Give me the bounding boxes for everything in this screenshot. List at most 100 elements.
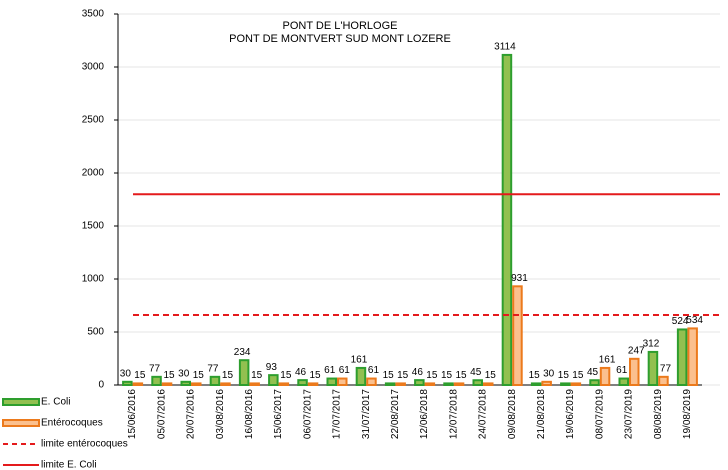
x-tick-label: 19/06/2019 xyxy=(565,389,576,439)
bar xyxy=(297,379,308,386)
x-tick-label: 19/08/2019 xyxy=(682,389,693,439)
data-label: 15 xyxy=(222,370,234,381)
bar xyxy=(238,359,250,387)
y-tick-label: 2000 xyxy=(82,168,105,179)
x-tick-label: 06/07/2017 xyxy=(302,389,313,439)
bar xyxy=(355,366,367,386)
y-tick-label: 3000 xyxy=(82,62,105,73)
data-label: 234 xyxy=(234,347,251,358)
x-tick-label: 31/07/2017 xyxy=(361,389,372,439)
data-label: 77 xyxy=(660,363,672,374)
x-tick-label: 08/07/2019 xyxy=(594,389,605,439)
bar xyxy=(647,350,659,387)
x-tick-label: 17/07/2017 xyxy=(332,389,343,439)
data-label: 161 xyxy=(351,355,368,366)
data-label: 61 xyxy=(324,365,336,376)
bar xyxy=(443,382,454,387)
bar xyxy=(599,366,611,386)
bar xyxy=(191,382,202,387)
bar xyxy=(151,375,162,387)
legend-label: Entérocoques xyxy=(41,418,103,429)
data-label: 15 xyxy=(558,370,570,381)
data-label: 931 xyxy=(511,273,528,284)
x-tick-label: 12/07/2018 xyxy=(448,389,459,439)
data-label: 534 xyxy=(686,315,703,326)
bar xyxy=(414,379,425,386)
x-tick-label: 09/08/2018 xyxy=(507,389,518,439)
x-tick-label: 12/06/2018 xyxy=(419,389,430,439)
y-tick-label: 0 xyxy=(98,380,104,391)
bar xyxy=(161,382,173,387)
x-tick-label: 05/07/2016 xyxy=(156,389,167,439)
data-label: 45 xyxy=(470,367,482,378)
data-label: 15 xyxy=(251,370,263,381)
data-label: 15 xyxy=(572,370,584,381)
legend-swatch xyxy=(2,398,40,406)
data-label: 61 xyxy=(368,365,380,376)
bar xyxy=(424,382,436,387)
bar xyxy=(395,382,406,387)
x-tick-label: 15/06/2017 xyxy=(273,389,284,439)
y-tick-label: 500 xyxy=(87,327,104,338)
data-label: 312 xyxy=(643,339,660,350)
bar xyxy=(483,382,494,387)
data-label: 15 xyxy=(397,370,409,381)
x-tick-label: 23/07/2019 xyxy=(624,389,635,439)
data-label: 524 xyxy=(672,316,689,327)
data-label: 15 xyxy=(134,370,146,381)
y-tick-label: 1000 xyxy=(82,274,105,285)
x-tick-label: 15/06/2016 xyxy=(127,389,138,439)
data-label: 46 xyxy=(295,367,307,378)
x-tick-label: 16/08/2016 xyxy=(244,389,255,439)
bar xyxy=(589,379,600,387)
data-label: 15 xyxy=(529,370,541,381)
bar xyxy=(676,328,688,386)
data-label: 15 xyxy=(383,370,395,381)
bar xyxy=(337,377,348,386)
bar xyxy=(629,357,640,386)
bar xyxy=(307,382,319,387)
data-label: 15 xyxy=(426,370,438,381)
x-tick-label: 08/08/2019 xyxy=(653,389,664,439)
legend-label: E. Coli xyxy=(41,397,70,408)
x-tick-label: 20/07/2016 xyxy=(186,389,197,439)
data-label: 77 xyxy=(207,363,219,374)
bar xyxy=(122,380,133,387)
bar xyxy=(541,380,552,387)
data-label: 46 xyxy=(412,367,424,378)
data-label: 30 xyxy=(178,368,190,379)
data-label: 93 xyxy=(266,362,278,373)
bar xyxy=(658,375,669,387)
bar xyxy=(530,382,542,387)
legend-swatch xyxy=(2,419,40,427)
y-tick-label: 1500 xyxy=(82,221,105,232)
x-tick-label: 24/07/2018 xyxy=(478,389,489,439)
legend-label: limite E. Coli xyxy=(41,460,97,470)
bar xyxy=(209,375,221,387)
data-label: 45 xyxy=(587,367,599,378)
bar xyxy=(618,377,629,386)
bar xyxy=(453,382,465,387)
bar xyxy=(278,382,290,387)
bar xyxy=(472,379,484,387)
bar xyxy=(687,327,698,386)
data-label: 30 xyxy=(543,368,555,379)
y-tick-label: 2500 xyxy=(82,115,105,126)
data-label: 15 xyxy=(455,370,467,381)
data-label: 77 xyxy=(149,363,161,374)
data-label: 15 xyxy=(441,370,453,381)
data-label: 3114 xyxy=(494,42,516,53)
bar xyxy=(132,382,144,387)
data-label: 247 xyxy=(628,345,645,356)
legend-label: limite entérocoques xyxy=(41,439,128,450)
chart-title: PONT DE L'HORLOGE xyxy=(283,20,398,32)
bar xyxy=(220,382,231,387)
bar xyxy=(268,374,279,386)
bar xyxy=(501,53,513,387)
bar xyxy=(560,382,571,387)
data-label: 15 xyxy=(485,370,497,381)
x-tick-label: 22/08/2017 xyxy=(390,389,401,439)
x-tick-label: 03/08/2016 xyxy=(215,389,226,439)
bar xyxy=(366,377,377,386)
